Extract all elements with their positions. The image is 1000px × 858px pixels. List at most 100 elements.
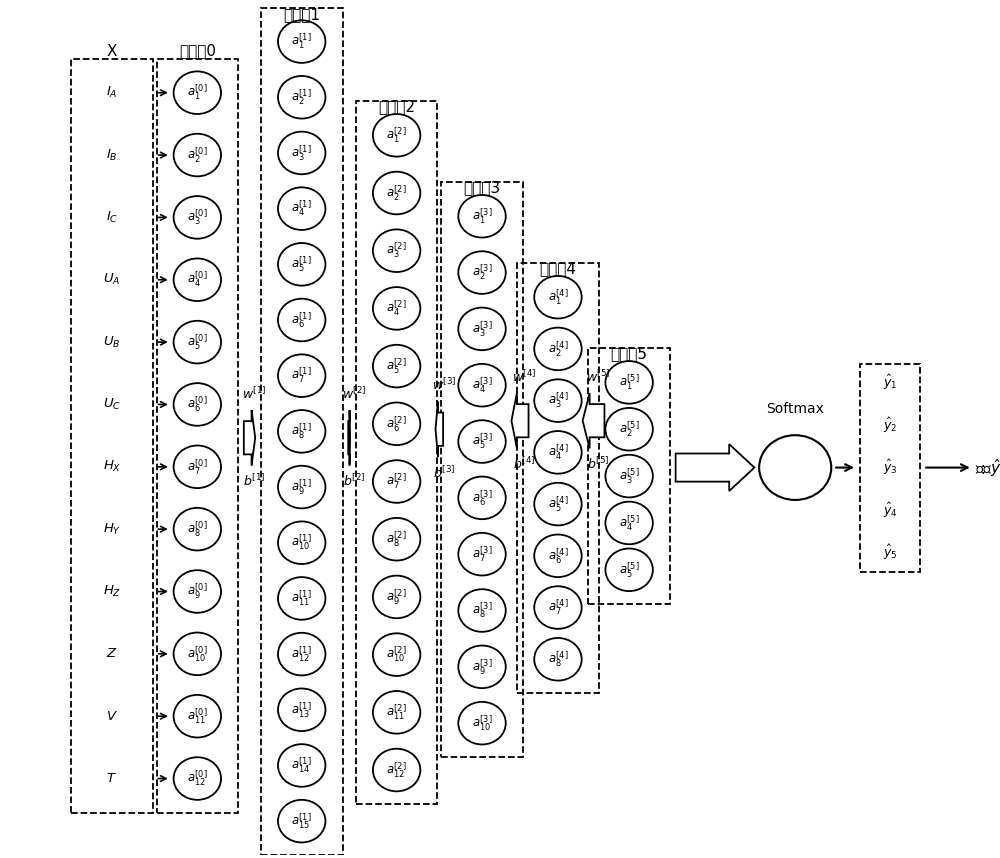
Text: 隐藏层1: 隐藏层1 [283, 7, 320, 22]
Text: $H_X$: $H_X$ [103, 459, 121, 474]
Circle shape [373, 633, 420, 676]
Text: $H_Z$: $H_Z$ [103, 584, 121, 599]
Text: $a_{4}^{[4]}$: $a_{4}^{[4]}$ [548, 443, 568, 462]
Text: 隐藏层2: 隐藏层2 [378, 99, 415, 114]
Circle shape [373, 402, 420, 445]
Text: $w^{[4]}$: $w^{[4]}$ [512, 369, 537, 385]
Polygon shape [511, 393, 529, 449]
Text: $a_{2}^{[4]}$: $a_{2}^{[4]}$ [548, 339, 568, 359]
Text: 隐藏层5: 隐藏层5 [611, 346, 648, 361]
Circle shape [605, 548, 653, 591]
Text: $a_{1}^{[3]}$: $a_{1}^{[3]}$ [472, 207, 492, 226]
Text: $a_{5}^{[4]}$: $a_{5}^{[4]}$ [548, 494, 568, 514]
Circle shape [278, 522, 325, 564]
Text: $Z$: $Z$ [106, 647, 118, 661]
Circle shape [174, 508, 221, 551]
Text: $a_{6}^{[3]}$: $a_{6}^{[3]}$ [472, 488, 492, 508]
Text: $a_{11}^{[1]}$: $a_{11}^{[1]}$ [291, 589, 312, 608]
Polygon shape [436, 402, 443, 457]
Circle shape [174, 695, 221, 738]
Text: $I_A$: $I_A$ [106, 85, 118, 100]
Circle shape [373, 229, 420, 272]
Circle shape [278, 21, 325, 63]
Circle shape [174, 71, 221, 114]
Circle shape [458, 195, 506, 238]
Text: $w^{[2]}$: $w^{[2]}$ [342, 386, 366, 402]
Text: $w^{[3]}$: $w^{[3]}$ [432, 378, 456, 394]
Circle shape [278, 187, 325, 230]
Text: $a_{3}^{[3]}$: $a_{3}^{[3]}$ [472, 319, 492, 339]
Text: $\hat{y}_3$: $\hat{y}_3$ [883, 458, 897, 477]
Text: $a_{12}^{[2]}$: $a_{12}^{[2]}$ [386, 760, 407, 780]
Text: 隐藏层4: 隐藏层4 [539, 261, 576, 276]
Text: $a_{3}^{[0]}$: $a_{3}^{[0]}$ [187, 208, 208, 227]
Circle shape [278, 744, 325, 787]
Circle shape [534, 276, 582, 318]
Circle shape [278, 688, 325, 731]
Text: $a_{2}^{[1]}$: $a_{2}^{[1]}$ [291, 88, 312, 107]
Circle shape [373, 576, 420, 619]
Circle shape [605, 455, 653, 498]
Polygon shape [583, 393, 604, 449]
Circle shape [458, 533, 506, 576]
Circle shape [458, 702, 506, 745]
Text: $a_{12}^{[0]}$: $a_{12}^{[0]}$ [187, 769, 208, 789]
Text: $a_{7}^{[2]}$: $a_{7}^{[2]}$ [386, 472, 407, 492]
Text: $b^{[1]}$: $b^{[1]}$ [243, 474, 266, 489]
Text: $w^{[1]}$: $w^{[1]}$ [242, 386, 267, 402]
Text: $\hat{y}_5$: $\hat{y}_5$ [883, 543, 897, 562]
Text: $a_{2}^{[2]}$: $a_{2}^{[2]}$ [386, 184, 407, 202]
Text: $\hat{y}_1$: $\hat{y}_1$ [883, 373, 897, 392]
Circle shape [534, 483, 582, 525]
Text: $a_{1}^{[0]}$: $a_{1}^{[0]}$ [187, 83, 208, 102]
Text: $b^{[2]}$: $b^{[2]}$ [343, 474, 365, 489]
Text: $a_{4}^{[5]}$: $a_{4}^{[5]}$ [619, 513, 640, 533]
Text: $b^{[5]}$: $b^{[5]}$ [587, 456, 610, 473]
Text: $I_B$: $I_B$ [106, 148, 118, 163]
Polygon shape [676, 444, 754, 491]
Circle shape [458, 645, 506, 688]
Text: $a_{3}^{[5]}$: $a_{3}^{[5]}$ [619, 467, 640, 486]
Circle shape [278, 354, 325, 397]
Circle shape [278, 633, 325, 675]
Circle shape [605, 361, 653, 403]
Text: $a_{5}^{[3]}$: $a_{5}^{[3]}$ [472, 432, 492, 451]
Circle shape [278, 577, 325, 619]
Text: $U_C$: $U_C$ [103, 397, 121, 412]
Circle shape [174, 134, 221, 177]
Text: $a_{10}^{[2]}$: $a_{10}^{[2]}$ [386, 645, 407, 664]
Circle shape [534, 431, 582, 474]
Text: $a_{8}^{[2]}$: $a_{8}^{[2]}$ [386, 529, 407, 549]
Circle shape [534, 638, 582, 680]
Text: $a_{13}^{[1]}$: $a_{13}^{[1]}$ [291, 700, 312, 720]
Circle shape [534, 535, 582, 577]
Polygon shape [348, 410, 350, 465]
Text: $a_{7}^{[4]}$: $a_{7}^{[4]}$ [548, 598, 568, 617]
Text: $a_{2}^{[3]}$: $a_{2}^{[3]}$ [472, 263, 492, 282]
Circle shape [373, 691, 420, 734]
Text: $a_{4}^{[2]}$: $a_{4}^{[2]}$ [386, 299, 407, 318]
Text: $a_{4}^{[0]}$: $a_{4}^{[0]}$ [187, 270, 208, 289]
Text: $a_{6}^{[1]}$: $a_{6}^{[1]}$ [291, 311, 312, 329]
Text: $a_{6}^{[0]}$: $a_{6}^{[0]}$ [187, 395, 208, 414]
Circle shape [458, 251, 506, 293]
Circle shape [458, 364, 506, 407]
Text: 输出$\hat{y}$: 输出$\hat{y}$ [975, 456, 1000, 479]
Text: $a_{1}^{[5]}$: $a_{1}^{[5]}$ [619, 372, 640, 392]
Circle shape [458, 476, 506, 519]
Circle shape [174, 384, 221, 426]
Circle shape [174, 258, 221, 301]
Text: $b^{[4]}$: $b^{[4]}$ [513, 456, 536, 473]
Circle shape [373, 518, 420, 560]
Circle shape [534, 586, 582, 629]
Text: $a_{9}^{[2]}$: $a_{9}^{[2]}$ [386, 587, 407, 607]
Text: $a_{5}^{[2]}$: $a_{5}^{[2]}$ [386, 356, 407, 376]
Circle shape [174, 758, 221, 800]
Text: $a_{10}^{[1]}$: $a_{10}^{[1]}$ [291, 533, 312, 553]
Text: $a_{3}^{[2]}$: $a_{3}^{[2]}$ [386, 241, 407, 261]
Text: $a_{1}^{[2]}$: $a_{1}^{[2]}$ [386, 125, 407, 145]
Circle shape [458, 589, 506, 631]
Text: $a_{8}^{[3]}$: $a_{8}^{[3]}$ [472, 601, 492, 620]
Text: $w^{[5]}$: $w^{[5]}$ [586, 369, 611, 385]
Text: $a_{3}^{[4]}$: $a_{3}^{[4]}$ [548, 391, 568, 410]
